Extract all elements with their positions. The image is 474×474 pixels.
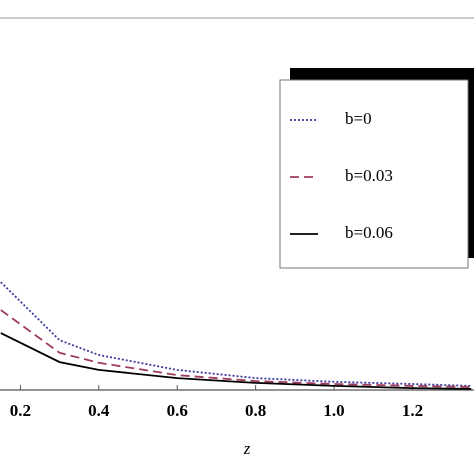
legend-label: b=0 <box>345 109 372 128</box>
x-tick-label: 0.2 <box>10 401 31 420</box>
x-axis-label: z <box>243 439 251 458</box>
legend-label: b=0.06 <box>345 223 393 242</box>
series-line <box>0 332 472 390</box>
series-line <box>0 309 472 388</box>
x-tick-label: 1.2 <box>402 401 423 420</box>
legend-label: b=0.03 <box>345 166 393 185</box>
x-tick-label: 0.4 <box>88 401 110 420</box>
x-tick-label: 0.8 <box>245 401 266 420</box>
x-tick-label: 1.0 <box>323 401 344 420</box>
series-line <box>0 281 472 387</box>
x-tick-label: 0.6 <box>167 401 188 420</box>
legend <box>279 79 469 269</box>
